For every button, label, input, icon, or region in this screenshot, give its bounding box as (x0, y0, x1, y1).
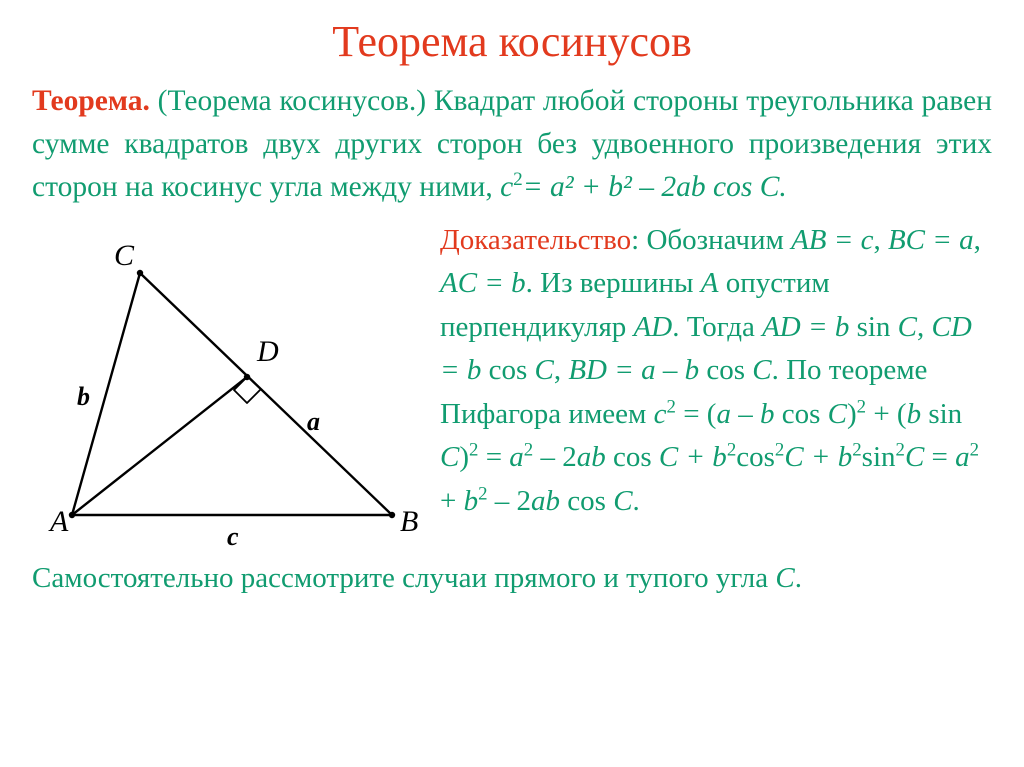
theorem-formula-rhs: = a² + b² – 2ab cos C. (523, 171, 787, 203)
pt: ab (531, 485, 560, 517)
pt: : Обозначим (631, 224, 791, 256)
svg-text:C: C (114, 239, 135, 272)
svg-text:c: c (227, 522, 239, 551)
pt: , (974, 224, 981, 256)
pt: cos (481, 354, 534, 386)
theorem-lead: Теорема. (32, 85, 150, 117)
pt: . (633, 485, 640, 517)
pt: C (613, 485, 632, 517)
pt: cos (736, 441, 775, 473)
pt: 2 (852, 440, 861, 461)
pt: . Тогда (672, 311, 762, 343)
pt: 2 (524, 440, 533, 461)
pt: – 2 (488, 485, 532, 517)
footer-text-a: Самостоятельно рассмотрите случаи прямог… (32, 562, 775, 594)
pt: 2 (478, 483, 487, 504)
pt: BD = a – b (568, 354, 699, 386)
pt: A (701, 267, 719, 299)
pt: C (440, 441, 459, 473)
svg-text:D: D (256, 335, 279, 368)
theorem-formula-sup: 2 (513, 169, 523, 190)
pt: – 2 (533, 441, 577, 473)
pt: AB = c (791, 224, 873, 256)
pt: C (898, 311, 917, 343)
pt: = (478, 441, 509, 473)
pt: sin (862, 441, 896, 473)
diagram-svg: A B C Da b c (32, 235, 432, 555)
pt: 2 (896, 440, 905, 461)
pt: a (955, 441, 970, 473)
proof-block: Доказательство: Обозначим AB = c, BC = a… (432, 215, 992, 555)
pt: = ( (676, 398, 717, 430)
pt: sin (849, 311, 897, 343)
pt: BC = a (888, 224, 974, 256)
pt: C (905, 441, 924, 473)
svg-text:b: b (77, 382, 90, 411)
footer-text-c: . (795, 562, 802, 594)
theorem-formula-lhs: с (500, 171, 513, 203)
svg-text:a: a (307, 407, 320, 436)
page-title: Теорема косинусов (32, 18, 992, 66)
theorem-statement: Теорема. (Теорема косинусов.) Квадрат лю… (32, 80, 992, 208)
pt: b (907, 398, 922, 430)
pt: cos (606, 441, 659, 473)
pt: 2 (667, 396, 676, 417)
pt: . Из вершины (526, 267, 701, 299)
pt: C (752, 354, 771, 386)
pt: = (924, 441, 955, 473)
pt: AC = b (440, 267, 526, 299)
svg-text:A: A (48, 505, 69, 538)
pt: с (654, 398, 667, 430)
pt: 2 (775, 440, 784, 461)
footer-note: Самостоятельно рассмотрите случаи прямог… (32, 557, 992, 601)
pt: ) (847, 398, 857, 430)
pt: cos (774, 398, 827, 430)
pt: a – b (716, 398, 774, 430)
pt: + (440, 485, 464, 517)
pt: C + b (659, 441, 727, 473)
triangle-diagram: A B C Da b c (32, 235, 432, 555)
footer-text-b: C (775, 562, 794, 594)
proof-lead: Доказательство (440, 224, 631, 256)
pt: AD (634, 311, 673, 343)
theorem-parenthetical: (Теорема косинусов.) (150, 85, 434, 117)
pt: 2 (857, 396, 866, 417)
pt: b (464, 485, 479, 517)
pt: sin (921, 398, 962, 430)
pt: ab (577, 441, 606, 473)
pt: cos (699, 354, 752, 386)
pt: , (554, 354, 569, 386)
pt: + ( (866, 398, 907, 430)
pt: AD = b (762, 311, 849, 343)
pt: C (828, 398, 847, 430)
pt: cos (560, 485, 613, 517)
pt: a (509, 441, 524, 473)
pt: , (917, 311, 932, 343)
pt: 2 (970, 440, 979, 461)
pt: 2 (727, 440, 736, 461)
svg-text:B: B (400, 505, 418, 538)
pt: , (873, 224, 888, 256)
pt: C + b (784, 441, 852, 473)
pt: C (535, 354, 554, 386)
pt: ) (459, 441, 469, 473)
